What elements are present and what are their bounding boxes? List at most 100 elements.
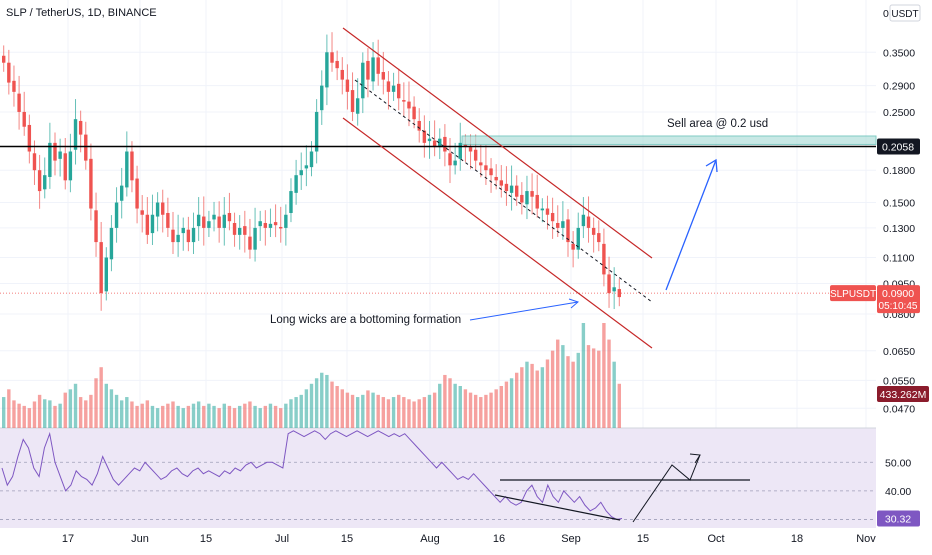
candle-body bbox=[58, 151, 62, 159]
rsi-badge bbox=[877, 510, 920, 527]
candle-body bbox=[499, 180, 504, 186]
volume-bar bbox=[227, 405, 232, 428]
long-wicks-annotation: Long wicks are a bottoming formation bbox=[270, 314, 461, 326]
candle-body bbox=[176, 234, 180, 243]
volume-bar bbox=[135, 405, 139, 428]
candle-body bbox=[48, 142, 52, 177]
candle-body bbox=[171, 229, 175, 243]
candle-body bbox=[330, 52, 334, 63]
volume-bar bbox=[586, 345, 591, 428]
candle-body bbox=[17, 93, 21, 112]
volume-bar bbox=[515, 372, 519, 428]
rsi-divergence-line bbox=[494, 494, 621, 521]
candle-body bbox=[191, 227, 196, 243]
candle-body bbox=[89, 158, 93, 209]
candle-body bbox=[43, 175, 47, 190]
volume-bar bbox=[545, 359, 550, 428]
candle-body bbox=[248, 236, 252, 250]
volume-bar bbox=[48, 400, 52, 428]
candle-body bbox=[73, 119, 78, 150]
volume-bar bbox=[104, 383, 108, 428]
rsi-projection-head bbox=[689, 453, 701, 464]
candle-body bbox=[145, 214, 150, 235]
volume-bar bbox=[130, 401, 134, 428]
volume-bar bbox=[494, 389, 498, 428]
candle-body bbox=[268, 223, 273, 228]
candle-body bbox=[166, 212, 170, 228]
volume-bar bbox=[150, 405, 155, 428]
volume-bar bbox=[212, 405, 216, 428]
candle-body bbox=[371, 57, 375, 82]
drawings: Sell area @ 0.2 usd Long wicks are a bott… bbox=[0, 27, 877, 349]
axes: 17 Jun 15 Jul 15 Aug 16 Sep 15 Oct 18 Nov 0.3500 0.29… bbox=[62, 4, 929, 545]
volume-bar bbox=[427, 394, 432, 428]
candle-body bbox=[576, 227, 580, 250]
volume-bar bbox=[340, 389, 344, 428]
candle-body bbox=[68, 151, 73, 181]
candle-body bbox=[27, 124, 32, 152]
volume-bar bbox=[366, 390, 370, 428]
candle-body bbox=[566, 219, 570, 243]
rsi-projection bbox=[632, 454, 701, 523]
y-tick-label: 0.1100 bbox=[883, 253, 914, 265]
candle-body bbox=[161, 202, 165, 215]
wick-pointer bbox=[469, 301, 579, 321]
candle-body bbox=[366, 60, 370, 80]
candle-body bbox=[320, 85, 324, 111]
candlesticks bbox=[2, 32, 621, 311]
candle-body bbox=[597, 233, 601, 243]
candle-body bbox=[453, 160, 457, 166]
candle-body bbox=[63, 153, 67, 181]
candle-body bbox=[355, 98, 360, 114]
volume-bar bbox=[304, 389, 309, 428]
candle-body bbox=[217, 216, 221, 228]
volume-bar bbox=[243, 403, 247, 428]
symbol-badge-label: SLPUSDT bbox=[830, 289, 876, 300]
volume-bar bbox=[181, 408, 185, 428]
volume-bar bbox=[509, 378, 514, 428]
volume-bar bbox=[119, 400, 124, 428]
candle-body bbox=[227, 212, 232, 222]
volume-bar bbox=[448, 378, 452, 428]
symbol-title: SLP / TetherUS, 1D, BINANCE bbox=[6, 7, 157, 19]
volume-bar bbox=[202, 405, 206, 428]
y-tick-label: 0.1300 bbox=[883, 223, 915, 235]
sell-area-annotation: Sell area @ 0.2 usd bbox=[667, 118, 768, 130]
volume-bar bbox=[335, 386, 339, 428]
candle-body bbox=[181, 227, 185, 234]
candle-body bbox=[140, 210, 144, 215]
candle-body bbox=[196, 214, 201, 227]
candle-body bbox=[99, 242, 103, 294]
candle-body bbox=[155, 202, 160, 217]
volume-bar bbox=[166, 403, 170, 428]
candle-body bbox=[114, 202, 119, 228]
candle-body bbox=[448, 153, 452, 166]
volume-bar bbox=[463, 389, 468, 428]
volume-bar bbox=[468, 392, 473, 428]
candle-body bbox=[299, 170, 303, 176]
candle-body bbox=[540, 208, 545, 211]
candle-body bbox=[504, 183, 509, 192]
candle-body bbox=[561, 221, 565, 228]
y-tick-label: 0.1500 bbox=[883, 198, 915, 210]
volume-bar bbox=[591, 348, 596, 428]
volume-bar bbox=[207, 403, 211, 428]
candle-body bbox=[273, 222, 278, 226]
volume-bar bbox=[432, 392, 437, 428]
volume-bar bbox=[94, 378, 98, 428]
candle-body bbox=[556, 222, 560, 228]
x-tick-label: 18 bbox=[791, 533, 803, 545]
volume-bar bbox=[581, 323, 586, 428]
candle-body bbox=[489, 168, 493, 176]
candle-body bbox=[550, 212, 555, 222]
volume-bar bbox=[355, 397, 360, 428]
volume-bar bbox=[479, 397, 483, 428]
volume-badge-label: 433.262M bbox=[880, 389, 927, 401]
volume-bar bbox=[371, 392, 375, 428]
volume-bar bbox=[27, 408, 32, 428]
volume-bar bbox=[63, 392, 67, 428]
x-tick-label: 15 bbox=[341, 533, 353, 545]
support-badge bbox=[877, 138, 920, 155]
candle-body bbox=[2, 55, 6, 63]
